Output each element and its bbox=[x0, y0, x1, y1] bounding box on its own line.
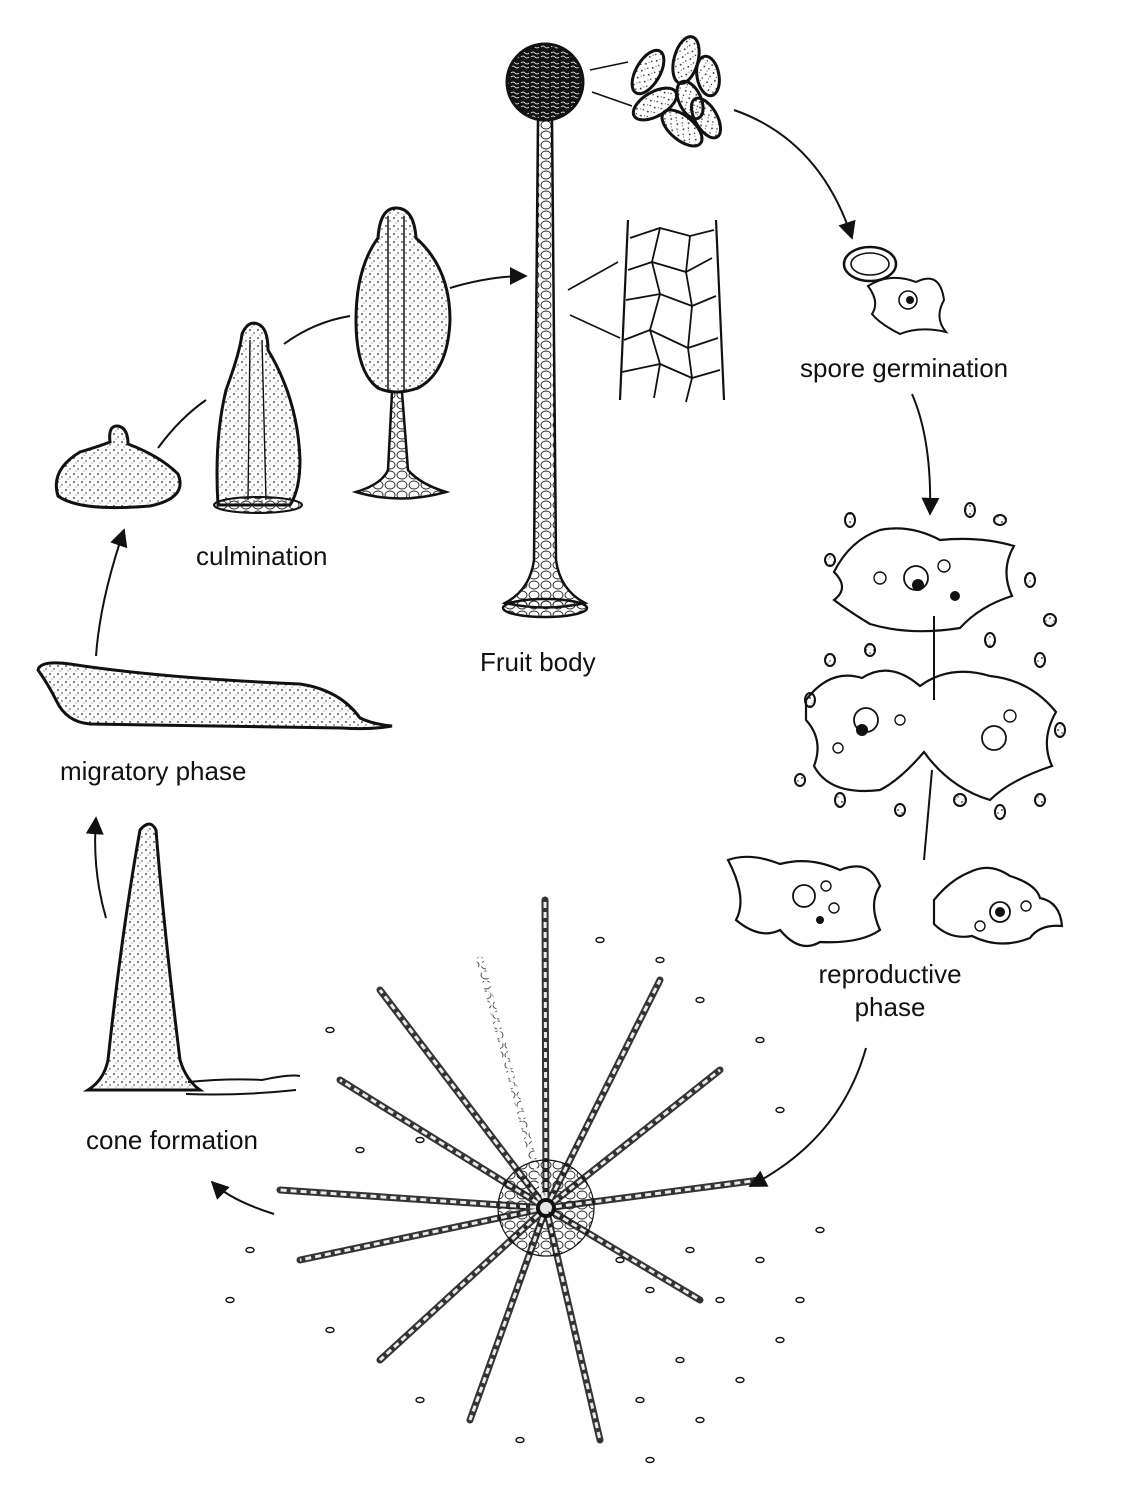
culmination-stage-1 bbox=[54, 424, 182, 510]
amoeba-feeding bbox=[832, 527, 1016, 633]
arrow-aggregation-to-cone bbox=[210, 1180, 275, 1215]
culmination-connectors bbox=[157, 315, 351, 449]
aggregation-illustration bbox=[225, 896, 825, 1464]
migratory-slug-illustration bbox=[36, 661, 393, 731]
basal-disc bbox=[501, 597, 589, 619]
fruit-body-illustration bbox=[501, 42, 589, 619]
label-cone-formation: cone formation bbox=[86, 1125, 258, 1155]
label-migratory-phase: migratory phase bbox=[60, 756, 247, 786]
amoeba-spore-germination bbox=[842, 245, 949, 336]
label-culmination: culmination bbox=[196, 541, 328, 571]
arrow-spores-to-germination bbox=[733, 109, 856, 240]
spores-detail bbox=[630, 35, 723, 148]
division-lines bbox=[923, 616, 935, 861]
culmination-stage-2 bbox=[213, 321, 303, 514]
cone-illustration bbox=[82, 822, 301, 1096]
arrow-reproductive-to-aggregation bbox=[748, 1047, 867, 1187]
culmination-stage-3 bbox=[351, 206, 452, 500]
amoeba-pair-left bbox=[726, 855, 882, 948]
label-reproductive-line2: phase bbox=[854, 991, 926, 1022]
label-reproductive-line1: reproductive bbox=[818, 959, 962, 989]
label-spore-germination: spore germination bbox=[800, 353, 1009, 383]
label-fruit-body: Fruit body bbox=[480, 647, 596, 677]
sorus-spore-head bbox=[505, 42, 585, 122]
stalk-cells-detail bbox=[618, 219, 726, 403]
cycle-arrows bbox=[85, 109, 940, 1215]
arrow-culmination-to-fruit bbox=[449, 267, 528, 289]
arrow-slug-to-culmination bbox=[95, 528, 128, 657]
arrow-germination-to-feeding bbox=[911, 393, 940, 516]
label-reproductive-phase: reproductive phase bbox=[800, 958, 980, 1023]
detail-pointer-lines bbox=[567, 61, 633, 339]
bacteria-dots bbox=[794, 502, 1066, 820]
amoeba-pair-right bbox=[932, 866, 1064, 945]
stalk bbox=[501, 118, 589, 609]
amoeba-dividing bbox=[804, 669, 1058, 802]
arrow-cone-to-slug bbox=[85, 816, 107, 919]
